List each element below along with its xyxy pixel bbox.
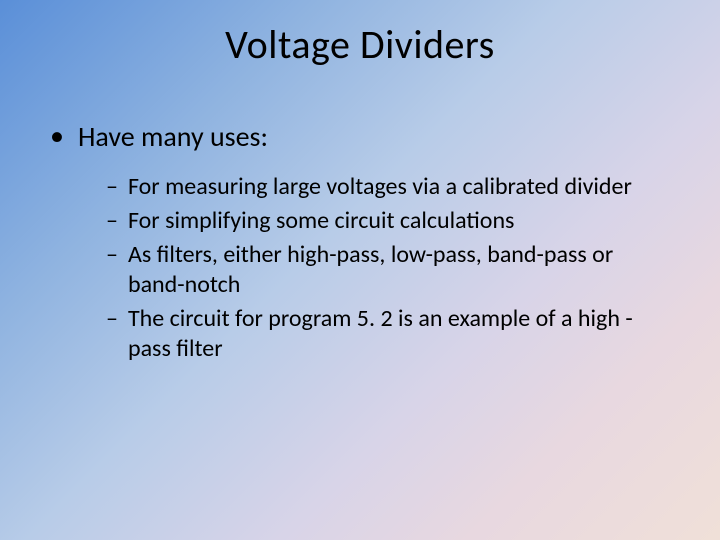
- bullet-text: For measuring large voltages via a calib…: [128, 172, 632, 202]
- bullet-marker-dash-icon: –: [106, 240, 118, 270]
- bullet-level-1: • Have many uses:: [50, 119, 680, 154]
- bullet-level-2: – The circuit for program 5. 2 is an exa…: [106, 304, 680, 364]
- bullet-level-2: – For simplifying some circuit calculati…: [106, 206, 680, 236]
- bullet-text: For simplifying some circuit calculation…: [128, 206, 514, 236]
- slide-title: Voltage Dividers: [0, 20, 720, 69]
- bullet-marker-dash-icon: –: [106, 304, 118, 334]
- slide: Voltage Dividers • Have many uses: – For…: [0, 0, 720, 540]
- bullet-text: As filters, either high-pass, low-pass, …: [128, 240, 668, 300]
- slide-content: • Have many uses: – For measuring large …: [0, 119, 720, 364]
- bullet-level-2: – As filters, either high-pass, low-pass…: [106, 240, 680, 300]
- bullet-marker-dash-icon: –: [106, 206, 118, 236]
- bullet-text: The circuit for program 5. 2 is an examp…: [128, 304, 668, 364]
- bullet-level-2: – For measuring large voltages via a cal…: [106, 172, 680, 202]
- bullet-marker-dash-icon: –: [106, 172, 118, 202]
- sub-bullet-list: – For measuring large voltages via a cal…: [50, 172, 680, 364]
- bullet-marker-dot-icon: •: [50, 119, 64, 153]
- bullet-text: Have many uses:: [78, 119, 268, 154]
